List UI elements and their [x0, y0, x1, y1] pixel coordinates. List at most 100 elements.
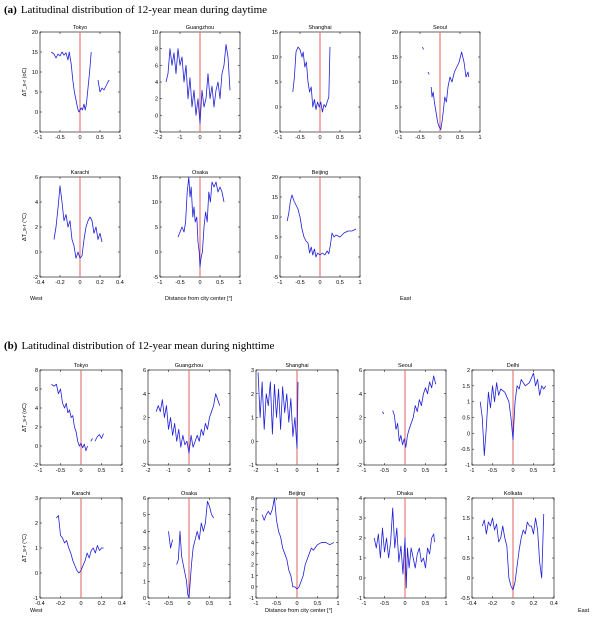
- panel-nighttime-dhaka-xtick-label: 1: [444, 601, 447, 607]
- panel-nighttime-osaka-ytick-label: 4: [143, 529, 146, 535]
- panel-daytime-seoul-ytick-label: 0: [395, 130, 398, 136]
- panel-nighttime-beijing-title: Beijing: [289, 491, 306, 497]
- panel-nighttime-beijing-ytick-label: 8: [251, 496, 254, 502]
- panel-daytime-seoul-title: Seoul: [433, 25, 447, 31]
- panel-daytime-shanghai-xtick-label: 0.5: [336, 135, 344, 141]
- panel-daytime-osaka-ytick-label: 10: [152, 200, 158, 206]
- panel-daytime-tokyo-series-0: [50, 51, 92, 113]
- panel-nighttime-tokyo-ytick-label: -2: [33, 463, 38, 469]
- panel-daytime-seoul-xtick-label: -1: [398, 135, 403, 141]
- panel-daytime-guangzhou-ytick-label: 0: [155, 113, 158, 119]
- panel-nighttime-karachi-ytick-label: 3: [35, 496, 38, 502]
- panel-nighttime-delhi-series-0: [479, 372, 547, 456]
- panel-daytime-karachi-title: Karachi: [71, 170, 90, 176]
- panel-nighttime-seoul-xtick-label: -0.5: [380, 468, 389, 474]
- panel-nighttime-shanghai-ytick-label: -1: [249, 463, 254, 469]
- panel-daytime-tokyo-xtick-label: 1: [118, 135, 121, 141]
- panel-daytime-guangzhou-xtick-label: 2: [238, 135, 241, 141]
- section-a-text: Latitudinal distribution of 12-year mean…: [20, 4, 268, 16]
- panel-nighttime-tokyo-title: Tokyo: [74, 363, 88, 369]
- panel-daytime-shanghai-ytick-label: 5: [275, 80, 278, 86]
- panel-daytime-beijing-xtick-label: -0.5: [295, 280, 304, 286]
- panel-daytime-tokyo-ytick-label: 20: [32, 30, 38, 36]
- panel-daytime-beijing-ytick-label: -5: [273, 275, 278, 281]
- panel-daytime-osaka-series-0: [177, 176, 225, 268]
- panel-nighttime-kolkata-series-0: [481, 513, 545, 591]
- panel-daytime-seoul-series-1: [427, 71, 430, 75]
- panel-daytime-guangzhou-xtick-label: 0: [198, 135, 201, 141]
- panel-nighttime-tokyo-ytick-label: 4: [35, 406, 38, 412]
- panel-daytime-beijing-ytick-label: 20: [272, 175, 278, 181]
- panel-nighttime-kolkata-xtick-label: 0.4: [550, 601, 558, 607]
- panel-nighttime-seoul-title: Seoul: [398, 363, 412, 369]
- panel-daytime-shanghai-series-0: [292, 46, 331, 113]
- panel-nighttime-osaka-title: Osaka: [181, 491, 198, 497]
- panel-daytime-shanghai-title: Shanghai: [308, 25, 331, 31]
- panel-nighttime-delhi-xtick-label: -0.5: [488, 468, 497, 474]
- panel-nighttime-guangzhou-ytick-label: 0: [143, 439, 146, 445]
- panel-nighttime-guangzhou-xtick-label: 2: [228, 468, 231, 474]
- panel-nighttime-shanghai-xtick-label: 1: [316, 468, 319, 474]
- panel-nighttime-guangzhou-xtick-label: -2: [146, 468, 151, 474]
- section-b-title: (b) Latitudinal distribution of 12-year m…: [4, 340, 274, 352]
- panel-daytime-tokyo-xtick-label: 0: [78, 135, 81, 141]
- panel-nighttime-seoul-ytick-label: 6: [359, 368, 362, 374]
- panel-daytime-shanghai-ytick-label: 10: [272, 55, 278, 61]
- panel-daytime-guangzhou-series-0: [165, 44, 231, 125]
- panel-nighttime-shanghai-title: Shanghai: [285, 363, 308, 369]
- panel-daytime-tokyo-ylabel: ΔT_s-r (oC): [22, 67, 28, 96]
- panel-nighttime-tokyo-ytick-label: 8: [35, 368, 38, 374]
- panel-daytime-shanghai-xtick-label: 0: [318, 135, 321, 141]
- panel-daytime-guangzhou-ytick-label: 2: [155, 97, 158, 103]
- panel-daytime-beijing-title: Beijing: [312, 170, 329, 176]
- panel-nighttime-karachi-ytick-label: -1: [33, 596, 38, 602]
- panel-daytime-seoul-xtick-label: 0.5: [456, 135, 464, 141]
- footer-b-xlabel: Distance from city center [°]: [265, 608, 333, 614]
- panel-daytime-karachi-ytick-label: 2: [35, 225, 38, 231]
- panel-nighttime-kolkata-xtick-label: -0.4: [467, 601, 476, 607]
- panel-daytime-seoul-ytick-label: 20: [392, 30, 398, 36]
- panel-nighttime-dhaka-ytick-label: -1: [357, 596, 362, 602]
- panel-nighttime-beijing-ytick-label: 1: [251, 574, 254, 580]
- panel-daytime-tokyo-ytick-label: 0: [35, 110, 38, 116]
- panel-daytime-beijing-xtick-label: 0: [318, 280, 321, 286]
- panel-nighttime-delhi-ytick-label: 1: [467, 400, 470, 406]
- panel-nighttime-guangzhou-ytick-label: -2: [141, 463, 146, 469]
- panel-nighttime-delhi-xtick-label: 1: [552, 468, 555, 474]
- panel-daytime-beijing-ytick-label: 10: [272, 215, 278, 221]
- panel-daytime-karachi-xtick-label: -0.2: [55, 280, 64, 286]
- panel-nighttime-beijing-ytick-label: 0: [251, 585, 254, 591]
- panel-daytime-seoul-series-2: [430, 51, 470, 130]
- panel-daytime-karachi-ytick-label: 6: [35, 175, 38, 181]
- panel-daytime-osaka-xtick-label: 0: [198, 280, 201, 286]
- panel-nighttime-shanghai-xtick-label: -2: [254, 468, 259, 474]
- panel-daytime-karachi-xtick-label: -0.4: [35, 280, 44, 286]
- panel-nighttime-kolkata-ytick-label: 0: [467, 576, 470, 582]
- panel-nighttime-beijing-ytick-label: 3: [251, 552, 254, 558]
- panel-daytime-seoul-ytick-label: 10: [392, 80, 398, 86]
- panel-daytime-karachi-series-0: [53, 185, 103, 259]
- panel-nighttime-karachi-ytick-label: 0: [35, 571, 38, 577]
- panel-nighttime-karachi-xtick-label: 0: [79, 601, 82, 607]
- panel-daytime-karachi-xtick-label: 0.4: [116, 280, 124, 286]
- panel-nighttime-beijing-ytick-label: 4: [251, 540, 254, 546]
- panel-nighttime-beijing-xtick-label: 0.5: [314, 601, 322, 607]
- panel-daytime-tokyo-xtick-label: 0.5: [96, 135, 104, 141]
- panel-daytime-shanghai-xtick-label: 1: [358, 135, 361, 141]
- panel-nighttime-seoul-ytick-label: 0: [359, 439, 362, 445]
- panel-daytime-seoul-ytick-label: 15: [392, 55, 398, 61]
- panel-daytime-guangzhou-ytick-label: 8: [155, 47, 158, 53]
- panel-daytime-beijing-series-0: [286, 194, 357, 258]
- panel-nighttime-dhaka-series-0: [373, 507, 435, 589]
- footer-b-east: East: [578, 608, 590, 614]
- panel-nighttime-delhi-xtick-label: -1: [470, 468, 475, 474]
- panel-nighttime-kolkata-ytick-label: 2: [467, 496, 470, 502]
- panel-nighttime-beijing-xtick-label: 1: [336, 601, 339, 607]
- panel-nighttime-delhi-ytick-label: 0.5: [462, 416, 470, 422]
- panel-nighttime-seoul-ytick-label: 2: [359, 416, 362, 422]
- panel-nighttime-guangzhou-series-0: [155, 393, 221, 454]
- panel-daytime-beijing-xtick-label: 0.5: [336, 280, 344, 286]
- panel-nighttime-beijing-series-0: [261, 497, 335, 590]
- panel-daytime-karachi-xtick-label: 0.2: [96, 280, 104, 286]
- panel-daytime-shanghai-ytick-label: 15: [272, 30, 278, 36]
